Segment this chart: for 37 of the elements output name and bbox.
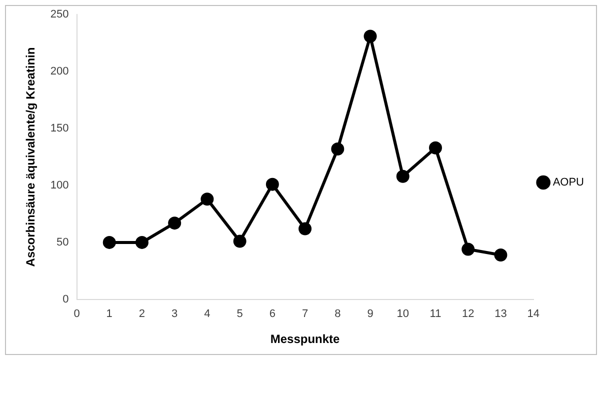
x-tick-label: 6: [269, 308, 276, 320]
x-tick-label: 12: [462, 308, 474, 320]
x-tick-label: 11: [430, 308, 442, 320]
x-axis-title: Messpunkte: [270, 332, 340, 346]
x-tick-label: 1: [106, 308, 112, 320]
x-tick-label: 9: [367, 308, 374, 320]
y-tick-label: 50: [56, 236, 69, 248]
point: [102, 236, 116, 249]
x-tick-label: 8: [334, 308, 341, 320]
x-tick-label: 10: [396, 308, 409, 320]
point: [428, 141, 442, 154]
x-tick-label: 14: [527, 308, 540, 320]
x-tick-label: 0: [74, 308, 80, 320]
point: [168, 216, 182, 230]
y-tick-label: 0: [62, 293, 69, 306]
x-tick-label: 3: [172, 308, 178, 320]
point: [462, 242, 475, 256]
x-tick-label: 7: [302, 308, 308, 320]
y-axis-title: Ascorbinsäure äquivalente/g Kreatinin: [24, 47, 38, 267]
point: [364, 30, 377, 43]
point: [331, 142, 344, 156]
x-tick-label: 13: [494, 308, 507, 320]
y-tick-label: 200: [50, 66, 69, 78]
point: [135, 236, 148, 249]
point: [396, 170, 410, 183]
x-tick-label: 4: [204, 308, 210, 320]
point: [298, 222, 312, 236]
y-tick-label: 100: [50, 180, 69, 192]
y-tick-label: 250: [50, 8, 69, 21]
x-tick-label: 5: [236, 308, 243, 320]
point: [494, 248, 508, 262]
point: [266, 178, 279, 191]
point: [200, 192, 214, 206]
point: [233, 234, 246, 248]
x-tick-label: 2: [138, 308, 146, 320]
legend-label: AOPU: [552, 176, 584, 189]
y-tick-label: 150: [50, 122, 69, 135]
